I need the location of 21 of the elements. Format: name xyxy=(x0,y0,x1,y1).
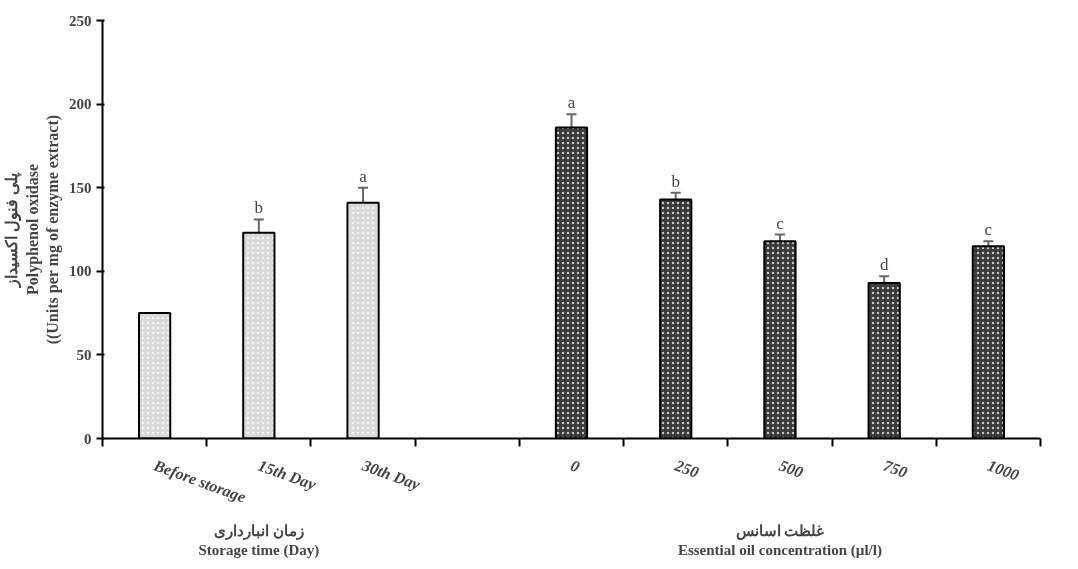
data-label: c xyxy=(776,213,785,233)
y-tick-label: 200 xyxy=(69,96,92,113)
x-tick-label: Before storage xyxy=(150,456,249,507)
x-tick-label: 1000 xyxy=(985,456,1022,484)
x-tick-label: 0 xyxy=(568,456,582,476)
data-label: a xyxy=(567,93,576,113)
data-label: b xyxy=(254,198,264,218)
y-tick-label: 100 xyxy=(69,263,92,280)
x-tick-label: 30th Day xyxy=(358,456,424,495)
x-tick-label: 750 xyxy=(881,456,910,481)
y-tick-label: 50 xyxy=(76,346,92,363)
data-label: d xyxy=(879,255,889,275)
x-tick-label: 500 xyxy=(777,456,806,481)
x-tick-label: 250 xyxy=(671,456,702,481)
data-label: c xyxy=(984,220,993,240)
y-tick-label: 150 xyxy=(69,179,92,196)
y-tick-label: 250 xyxy=(69,12,92,29)
x-tick-label: 15th Day xyxy=(255,456,319,495)
data-label: a xyxy=(359,166,368,186)
data-label: b xyxy=(671,171,680,191)
y-tick-label: 0 xyxy=(84,430,92,447)
